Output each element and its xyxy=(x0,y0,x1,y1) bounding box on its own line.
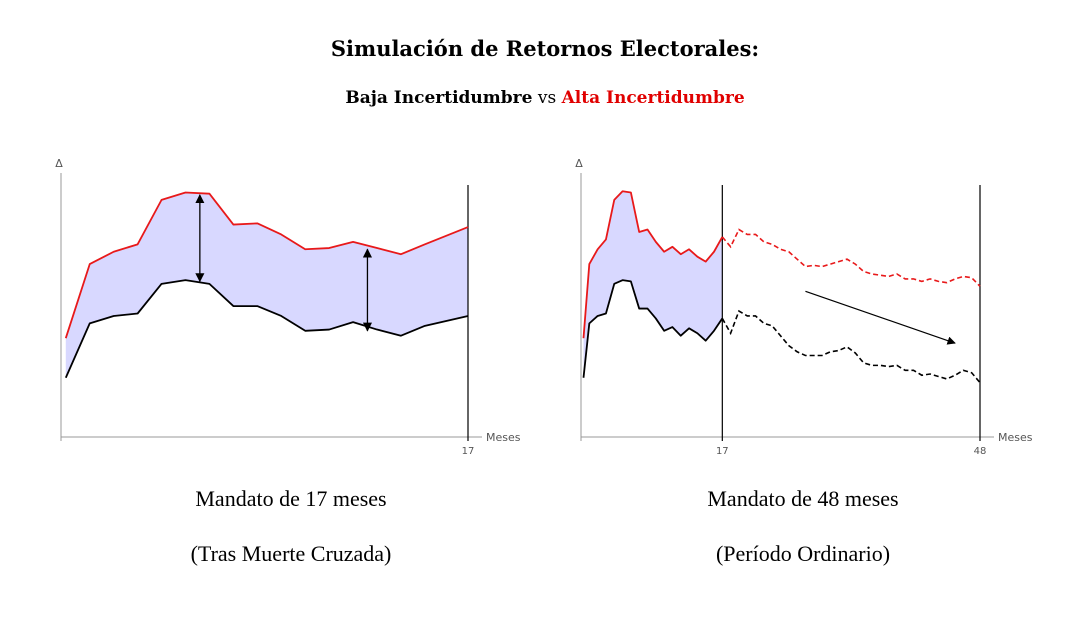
subtitle-high-uncertainty: Alta Incertidumbre xyxy=(561,88,745,108)
left-series-high-solid xyxy=(64,191,469,339)
subtitle-vs: vs xyxy=(537,88,557,108)
left-shaded-area xyxy=(65,192,468,378)
right-series-low-dashed xyxy=(721,309,981,384)
right-series-high-dashed xyxy=(721,228,981,287)
figure-subtitle: Baja Incertidumbre vs Alta Incertidumbre xyxy=(0,88,1090,108)
right-caption-line1: Mandato de 48 meses xyxy=(707,486,899,511)
left-caption-line2: (Tras Muerte Cruzada) xyxy=(190,541,392,566)
right-series-high-solid xyxy=(582,190,724,339)
left-y-axis-label: Δ xyxy=(55,157,63,170)
left-caption-line1: Mandato de 17 meses xyxy=(195,486,387,511)
right-y-axis-label: Δ xyxy=(575,157,583,170)
subtitle-low-uncertainty: Baja Incertidumbre xyxy=(345,88,533,108)
right-series-low-solid xyxy=(582,279,724,378)
right-tick-label-17: 17 xyxy=(716,446,729,457)
figure-title: Simulación de Retornos Electorales: xyxy=(330,36,760,61)
left-x-axis-label: Meses xyxy=(486,431,521,444)
right-x-axis-label: Meses xyxy=(998,431,1033,444)
right-tick-label-48: 48 xyxy=(974,446,987,457)
right-trend-arrow-0 xyxy=(805,290,956,345)
left-tick-label-17: 17 xyxy=(462,446,475,457)
left-series-low-solid xyxy=(64,279,469,379)
right-shaded-area xyxy=(583,191,723,378)
right-caption-line2: (Período Ordinario) xyxy=(715,541,891,566)
